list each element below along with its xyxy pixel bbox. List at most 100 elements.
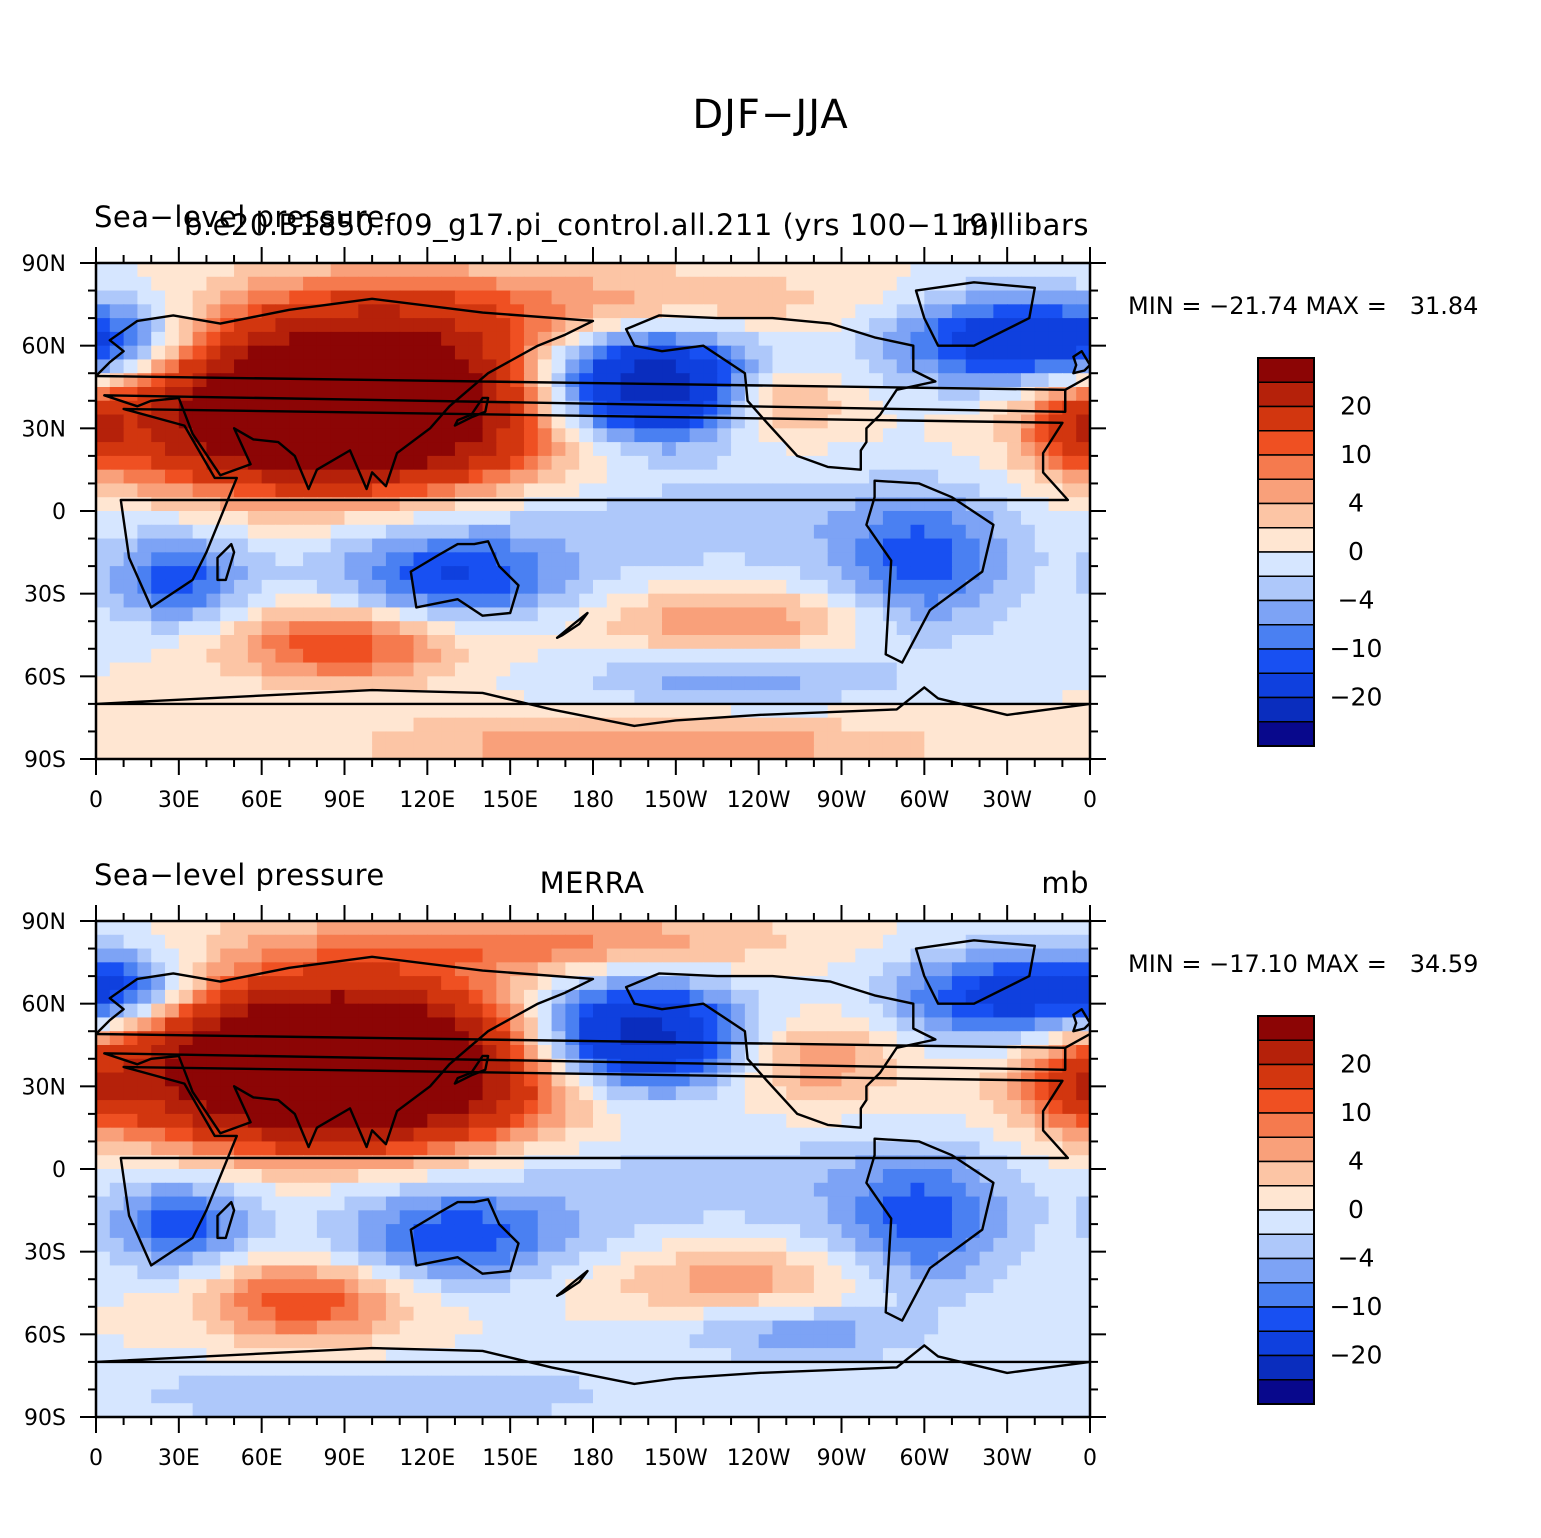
field-cell (151, 442, 166, 457)
field-cell (1076, 290, 1090, 305)
field-cell (731, 331, 746, 347)
field-cell (606, 469, 622, 485)
field-cell (662, 1224, 677, 1239)
field-cell (96, 442, 111, 457)
field-cell (372, 552, 387, 567)
field-cell (385, 1072, 401, 1087)
field-cell (662, 731, 677, 746)
field-cell (993, 1237, 1008, 1253)
field-cell (289, 976, 304, 991)
field-cell (261, 1100, 277, 1115)
field-cell (1007, 1169, 1022, 1184)
field-cell (772, 290, 787, 305)
field-cell (454, 552, 470, 567)
field-cell (951, 1045, 967, 1060)
field-cell (399, 1169, 415, 1184)
field-cell (827, 331, 843, 347)
field-cell (924, 263, 939, 278)
field-cell (289, 1127, 304, 1143)
field-cell (275, 1265, 290, 1280)
field-cell (620, 1265, 636, 1280)
field-cell (482, 442, 497, 457)
slp-field (96, 263, 1090, 759)
field-cell (1007, 662, 1022, 677)
field-cell (344, 1265, 359, 1280)
field-cell (413, 662, 428, 677)
field-cell (523, 373, 539, 388)
field-cell (441, 676, 456, 691)
field-cell (330, 731, 346, 746)
field-cell (344, 538, 359, 553)
field-cell (813, 373, 829, 388)
field-cell (206, 1320, 221, 1335)
field-cell (1034, 552, 1050, 567)
field-cell (965, 579, 981, 595)
field-cell (620, 921, 636, 936)
field-cell (869, 934, 884, 950)
field-cell (662, 948, 677, 963)
field-cell (744, 318, 760, 333)
field-cell (316, 1237, 332, 1253)
field-cell (1007, 1182, 1022, 1198)
field-cell (178, 1169, 194, 1184)
field-cell (468, 1265, 484, 1280)
field-cell (1048, 455, 1063, 471)
field-cell (275, 579, 290, 595)
colorbar-swatch (1257, 624, 1315, 650)
field-cell (413, 934, 428, 950)
field-cell (206, 1072, 221, 1087)
field-cell (275, 566, 290, 581)
field-cell (717, 566, 732, 581)
field-cell (303, 442, 318, 457)
field-cell (606, 304, 622, 319)
field-cell (675, 1127, 691, 1143)
field-cell (620, 331, 636, 347)
field-cell (634, 263, 649, 278)
field-cell (247, 276, 263, 292)
field-cell (385, 345, 401, 361)
field-cell (744, 1306, 760, 1322)
field-cell (648, 414, 663, 429)
field-cell (123, 1237, 139, 1253)
field-cell (689, 276, 705, 292)
field-cell (717, 1224, 732, 1239)
field-cell (441, 414, 456, 429)
field-cell (372, 511, 387, 526)
field-cell (551, 304, 566, 319)
field-cell (1062, 483, 1077, 498)
field-cell (123, 662, 139, 677)
field-cell (979, 1127, 994, 1143)
field-cell (565, 1045, 580, 1060)
field-cell (938, 989, 953, 1005)
field-cell (303, 511, 318, 526)
field-cell (772, 676, 787, 691)
field-cell (800, 1224, 815, 1239)
field-cell (399, 276, 415, 292)
field-cell (1034, 934, 1050, 950)
field-cell (399, 1003, 415, 1019)
field-cell (786, 1045, 801, 1060)
field-cell (979, 290, 994, 305)
field-cell (551, 359, 566, 374)
field-cell (662, 345, 677, 361)
field-cell (744, 989, 760, 1005)
field-cell (579, 1113, 594, 1129)
field-cell (454, 1100, 470, 1115)
field-cell (523, 989, 539, 1005)
field-cell (523, 1265, 539, 1280)
field-cell (882, 745, 898, 759)
field-cell (413, 717, 428, 733)
field-cell (1062, 566, 1077, 581)
field-cell (869, 948, 884, 963)
field-cell (675, 1045, 691, 1060)
field-cell (275, 1003, 290, 1019)
field-cell (689, 511, 705, 526)
field-cell (96, 948, 111, 963)
field-cell (109, 934, 125, 950)
field-cell (717, 989, 732, 1005)
field-cell (303, 1113, 318, 1129)
field-cell (109, 921, 125, 936)
field-cell (731, 948, 746, 963)
field-cell (965, 1196, 981, 1211)
field-cell (289, 648, 304, 664)
